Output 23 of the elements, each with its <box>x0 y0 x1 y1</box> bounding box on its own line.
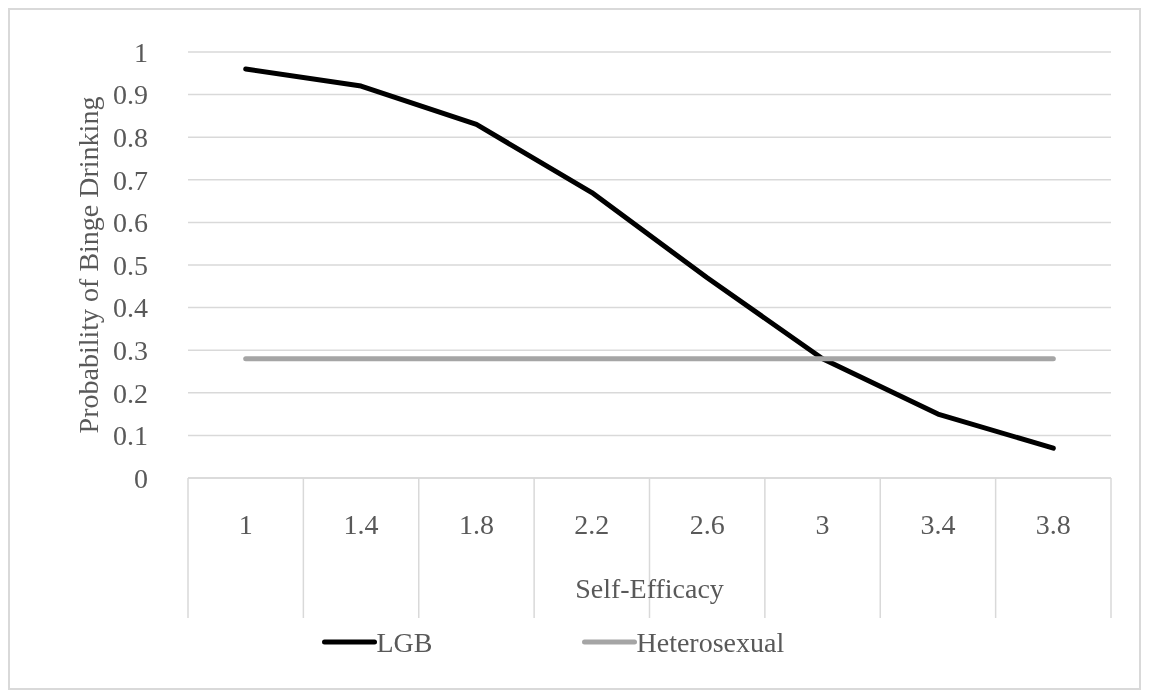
x-tick-label: 1.8 <box>458 508 494 540</box>
y-tick-label: 0.5 <box>113 249 148 281</box>
x-tick-label: 1 <box>238 508 253 540</box>
y-tick-label: 0.6 <box>113 207 148 239</box>
legend-label: Heterosexual <box>636 626 785 658</box>
x-tick-label: 3 <box>815 508 830 540</box>
y-tick-label: 0.4 <box>113 292 148 324</box>
x-tick-label: 2.2 <box>574 508 610 540</box>
y-tick-label: 0.1 <box>113 420 148 452</box>
legend-label: LGB <box>376 626 433 658</box>
y-tick-label: 0.3 <box>113 335 148 366</box>
y-tick-label: 1 <box>134 36 148 68</box>
x-tick-label: 1.4 <box>343 508 379 540</box>
x-tick-label: 3.8 <box>1035 508 1071 540</box>
y-tick-label: 0.2 <box>113 377 148 409</box>
y-tick-label: 0.7 <box>113 164 148 196</box>
x-tick-label: 2.6 <box>689 508 725 540</box>
y-tick-label: 0.8 <box>113 122 148 153</box>
y-tick-label: 0 <box>134 462 148 494</box>
x-tick-label: 3.4 <box>920 508 956 540</box>
y-axis-title: Probability of Binge Drinking <box>72 96 104 434</box>
x-axis-title: Self-Efficacy <box>575 572 724 604</box>
y-tick-label: 0.9 <box>113 79 148 111</box>
